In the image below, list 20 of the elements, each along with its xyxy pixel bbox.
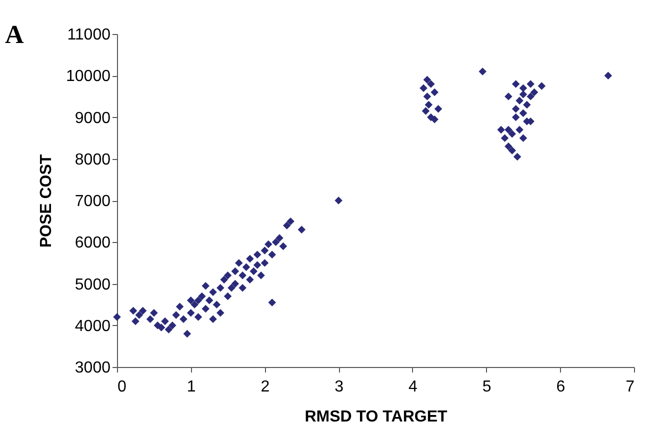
- y-tick-label: 4000: [74, 318, 111, 335]
- y-tick-label: 7000: [74, 193, 111, 210]
- y-tick-label: 8000: [74, 151, 111, 168]
- x-tick-label: 0: [118, 378, 126, 396]
- x-tick-label: 4: [408, 378, 418, 396]
- x-axis-title: RMSD TO TARGET: [304, 408, 448, 426]
- y-tick-label: 10000: [66, 68, 111, 86]
- x-tick-label: 5: [482, 378, 492, 396]
- x-tick-label: 1: [186, 378, 196, 396]
- y-tick-label: 5000: [74, 276, 111, 294]
- x-tick-label: 3: [334, 378, 344, 396]
- y-tick-label: 11000: [67, 26, 111, 44]
- y-tick-label: 9000: [74, 110, 111, 127]
- x-tick-label: 2: [260, 378, 270, 396]
- y-tick-label: 3000: [74, 360, 111, 376]
- x-tick-label: 7: [626, 378, 635, 396]
- y-tick-label: 6000: [74, 234, 111, 252]
- text: A: [5, 20, 24, 49]
- x-tick-label: 6: [556, 378, 566, 396]
- y-axis-title: POSE COST: [38, 154, 56, 248]
